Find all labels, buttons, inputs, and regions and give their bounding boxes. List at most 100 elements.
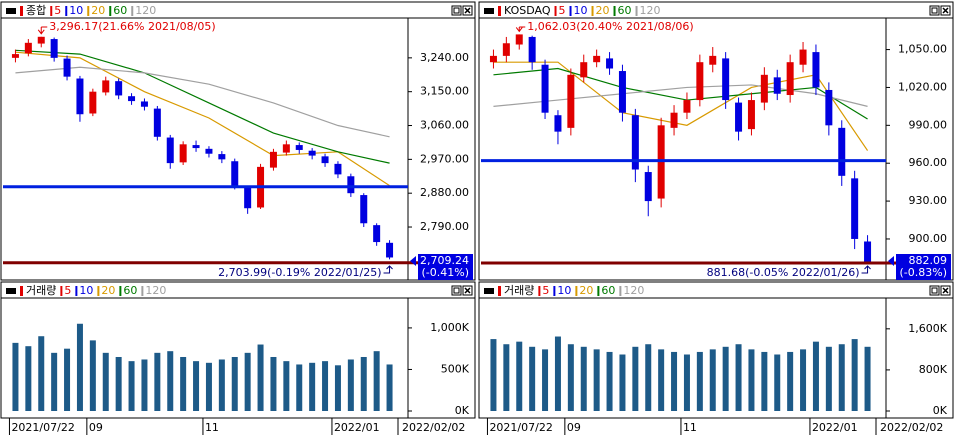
volume-bar — [76, 323, 83, 411]
volume-bar — [218, 359, 225, 411]
maximize-icon — [453, 287, 460, 294]
y-tick-label: 800K — [919, 363, 948, 376]
candle-body — [192, 145, 200, 149]
panel-icon — [484, 8, 494, 14]
candle-body — [528, 36, 536, 63]
volume-bar — [193, 361, 200, 411]
volume-bar — [283, 361, 290, 411]
candle-body — [631, 115, 639, 170]
moving-average-line — [15, 49, 390, 164]
legend-item: 120 — [640, 4, 661, 17]
volume-bar — [761, 351, 768, 411]
volume-bar — [800, 349, 807, 411]
volume-bar — [360, 356, 367, 411]
low-arrow — [383, 265, 393, 274]
legend-swatch — [75, 286, 78, 296]
candle-body — [722, 58, 730, 101]
y-tick-label: 2,970.00 — [420, 152, 469, 165]
maximize-button[interactable] — [451, 5, 462, 16]
candle-body — [231, 161, 239, 186]
high-annotation: 1,062.03(20.40% 2021/08/06) — [527, 20, 693, 33]
candle-body — [825, 89, 833, 126]
high-arrow — [37, 26, 48, 35]
close-icon — [464, 287, 471, 294]
maximize-button[interactable] — [929, 285, 940, 296]
candle-body — [515, 34, 523, 45]
candle-body — [735, 102, 743, 132]
legend-swatch — [141, 286, 144, 296]
panel-icon — [6, 8, 16, 14]
x-tick-label: 2022/01 — [812, 421, 858, 434]
candle-body — [153, 108, 161, 137]
volume-bar — [658, 349, 665, 411]
candle-body — [696, 62, 704, 101]
volume-bar — [386, 364, 393, 411]
current-change: (-0.41%) — [422, 266, 470, 279]
maximize-button[interactable] — [929, 5, 940, 16]
maximize-button[interactable] — [451, 285, 462, 296]
legend-item: 60 — [113, 4, 127, 17]
candle-body — [851, 178, 859, 239]
legend-title: 거래량 — [26, 284, 56, 297]
candle-body — [489, 55, 497, 63]
price-panel — [478, 1, 954, 281]
candle-body — [760, 74, 768, 103]
candle-body — [864, 241, 872, 262]
legend-item: 10 — [69, 4, 83, 17]
legend-swatch — [619, 286, 622, 296]
maximize-icon — [931, 287, 938, 294]
volume-bar — [25, 346, 32, 411]
legend-swatch — [554, 6, 557, 16]
legend-item: 60 — [601, 284, 615, 297]
volume-bar — [154, 352, 161, 411]
volume-bar — [141, 359, 148, 411]
candle-body — [567, 74, 575, 128]
legend-swatch — [50, 6, 53, 16]
volume-bar — [864, 346, 871, 411]
x-tick-label: 09 — [89, 421, 103, 434]
volume-bar — [671, 351, 678, 411]
legend-swatch — [97, 286, 100, 296]
current-marker — [888, 256, 894, 266]
volume-bar — [735, 344, 742, 411]
y-tick-label: 500K — [441, 362, 470, 375]
volume-bar — [89, 340, 96, 411]
volume-bar — [64, 348, 71, 411]
current-change: (-0.83%) — [900, 266, 948, 279]
y-tick-label: 2,790.00 — [420, 220, 469, 233]
close-icon — [464, 7, 471, 14]
volume-bar — [567, 344, 574, 411]
legend-swatch — [538, 286, 541, 296]
volume-bar — [322, 361, 329, 411]
high-arrow — [515, 26, 526, 33]
candle-body — [24, 42, 32, 54]
candle-body — [179, 144, 187, 163]
legend-item: 5 — [559, 4, 566, 17]
candle-body — [321, 156, 329, 164]
candle-body — [205, 148, 213, 154]
y-tick-label: 3,060.00 — [420, 119, 469, 132]
candle-body — [606, 58, 614, 69]
volume-bar — [696, 351, 703, 411]
volume-bar — [270, 356, 277, 411]
y-tick-label: 1,050.00 — [898, 43, 947, 56]
legend-swatch — [597, 286, 600, 296]
volume-bar — [632, 346, 639, 411]
legend-item: 20 — [91, 4, 105, 17]
legend-item: 60 — [123, 284, 137, 297]
y-tick-label: 1,020.00 — [898, 80, 947, 93]
current-price: 882.09 — [909, 254, 948, 267]
legend-item: 5 — [542, 284, 549, 297]
current-price: 2,709.24 — [420, 254, 469, 267]
y-tick-label: 1,600K — [908, 322, 947, 335]
volume-bar — [722, 346, 729, 411]
y-tick-label: 0K — [455, 404, 470, 417]
volume-panel — [478, 281, 954, 419]
candle-body — [670, 112, 678, 128]
y-tick-label: 930.00 — [909, 194, 948, 207]
legend-item: 10 — [574, 4, 588, 17]
candle-body — [166, 137, 174, 164]
candle-body — [838, 127, 846, 176]
